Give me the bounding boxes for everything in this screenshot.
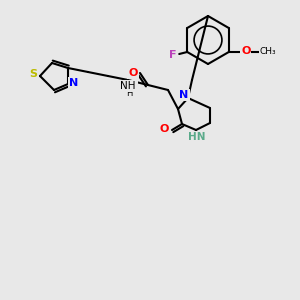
Text: O: O bbox=[241, 46, 250, 56]
Text: HN: HN bbox=[188, 132, 206, 142]
Text: CH₃: CH₃ bbox=[260, 47, 276, 56]
Text: NH: NH bbox=[121, 82, 137, 92]
Text: H: H bbox=[126, 88, 132, 98]
Text: F: F bbox=[169, 50, 177, 60]
Text: N: N bbox=[179, 90, 189, 100]
Text: NH: NH bbox=[120, 81, 136, 91]
Text: O: O bbox=[159, 124, 169, 134]
Text: S: S bbox=[29, 69, 37, 79]
Text: O: O bbox=[128, 68, 138, 78]
Text: N: N bbox=[69, 78, 79, 88]
